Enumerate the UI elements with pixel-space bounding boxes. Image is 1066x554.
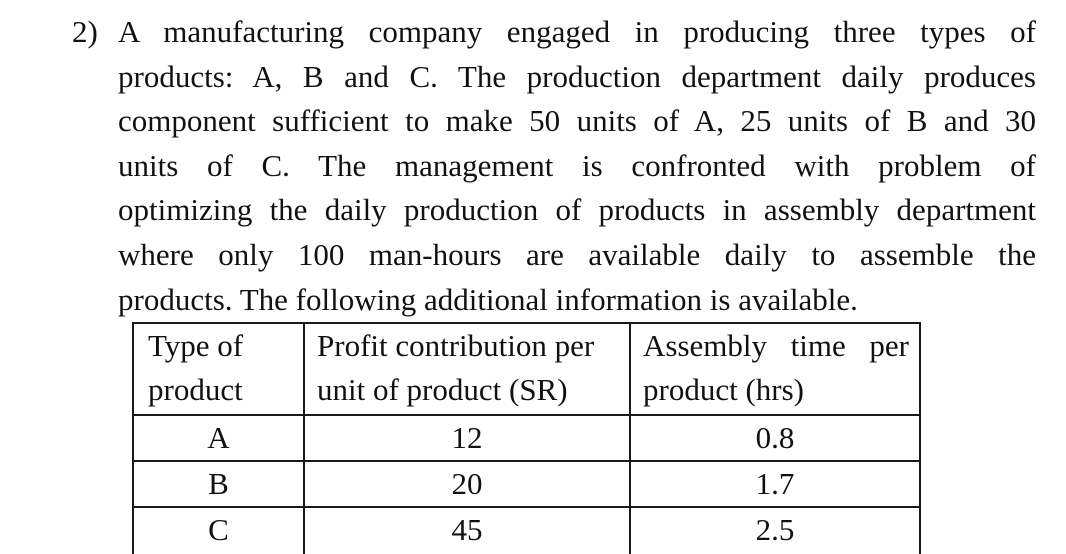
paragraph-line: products: A, B and C. The production dep…	[118, 58, 1036, 94]
paragraph-line: units of C. The management is confronted…	[118, 147, 1036, 183]
paragraph-line: A manufacturing company engaged in produ…	[118, 14, 1036, 49]
paragraph-line: where only 100 man-hours are available d…	[118, 236, 1036, 272]
cell-profit: 20	[303, 460, 631, 508]
table-row: C 45 2.5	[132, 506, 921, 554]
paragraph-line: component sufficient to make 50 units of…	[118, 103, 1036, 139]
cell-assembly-time: 1.7	[629, 460, 921, 508]
cell-assembly-time: 0.8	[629, 414, 921, 462]
cell-assembly-time: 2.5	[629, 506, 921, 554]
question-number: 2)	[72, 14, 98, 49]
cell-product: A	[132, 414, 305, 462]
header-cell-profit: Profit contribution per unit of product …	[303, 322, 631, 416]
cell-product: C	[132, 506, 305, 554]
header-cell-assembly-time: Assembly time per product (hrs)	[629, 322, 921, 416]
header-text: unit of product (SR)	[317, 372, 568, 407]
product-info-table: Type of product Profit contribution per …	[132, 322, 921, 554]
header-cell-product-type: Type of product	[132, 322, 305, 416]
header-text: product	[148, 372, 243, 407]
table-row: A 12 0.8	[132, 414, 921, 462]
header-text: product (hrs)	[643, 372, 804, 407]
cell-product: B	[132, 460, 305, 508]
header-text: Assembly time per	[643, 328, 909, 363]
question-paragraph: A manufacturing company engaged in produ…	[118, 10, 1036, 322]
paragraph-line: products. The following additional infor…	[118, 281, 858, 317]
table-header-row: Type of product Profit contribution per …	[132, 322, 921, 416]
header-text: Type of	[148, 328, 244, 363]
cell-profit: 45	[303, 506, 631, 554]
table-row: B 20 1.7	[132, 460, 921, 508]
header-text: Profit contribution per	[317, 328, 595, 363]
cell-profit: 12	[303, 414, 631, 462]
paragraph-line: optimizing the daily production of produ…	[118, 192, 1036, 228]
